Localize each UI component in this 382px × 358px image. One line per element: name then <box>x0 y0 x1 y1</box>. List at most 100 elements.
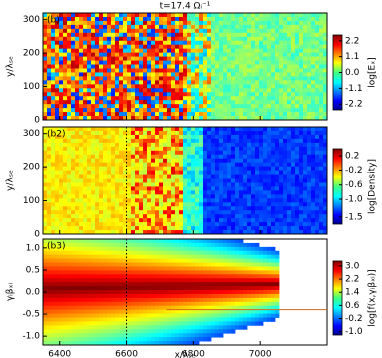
heatmap-cell <box>155 143 159 147</box>
heatmap-cell <box>187 298 191 302</box>
heatmap-cell <box>211 84 215 88</box>
heatmap-cell <box>135 306 139 310</box>
heatmap-cell <box>127 13 131 17</box>
heatmap-cell <box>43 65 47 69</box>
heatmap-cell <box>147 251 151 255</box>
heatmap-cell <box>275 210 279 214</box>
heatmap-cell <box>187 310 191 314</box>
heatmap-cell <box>43 270 47 274</box>
heatmap-cell <box>87 290 91 294</box>
heatmap-cell <box>155 210 159 214</box>
heatmap-cell <box>107 179 111 183</box>
heatmap-cell <box>319 214 323 218</box>
heatmap-cell <box>223 151 227 155</box>
heatmap-cell <box>251 194 255 198</box>
heatmap-cell <box>119 251 123 255</box>
heatmap-cell <box>183 135 187 139</box>
heatmap-cell <box>247 72 251 76</box>
heatmap-cell <box>291 49 295 53</box>
heatmap-cell <box>259 25 263 29</box>
heatmap-cell <box>127 45 131 49</box>
heatmap-cell <box>175 143 179 147</box>
heatmap-cell <box>215 112 219 116</box>
heatmap-cell <box>187 325 191 329</box>
heatmap-cell <box>295 33 299 37</box>
heatmap-cell <box>151 108 155 112</box>
heatmap-cell <box>139 294 143 298</box>
heatmap-cell <box>271 202 275 206</box>
heatmap-cell <box>211 100 215 104</box>
heatmap-cell <box>251 49 255 53</box>
heatmap-cell <box>179 282 183 286</box>
heatmap-cell <box>139 100 143 104</box>
heatmap-cell <box>255 53 259 57</box>
heatmap-cell <box>123 88 127 92</box>
heatmap-cell <box>103 329 107 333</box>
heatmap-cell <box>167 337 171 341</box>
heatmap-cell <box>167 104 171 108</box>
heatmap-cell <box>59 321 63 325</box>
heatmap-cell <box>227 159 231 163</box>
heatmap-cell <box>195 96 199 100</box>
heatmap-cell <box>199 282 203 286</box>
heatmap-cell <box>255 210 259 214</box>
heatmap-cell <box>135 84 139 88</box>
heatmap-cell <box>259 155 263 159</box>
heatmap-cell <box>311 218 315 222</box>
heatmap-cell <box>215 135 219 139</box>
heatmap-cell <box>195 251 199 255</box>
heatmap-cell <box>151 182 155 186</box>
heatmap-cell <box>167 108 171 112</box>
heatmap-cell <box>247 194 251 198</box>
heatmap-cell <box>239 131 243 135</box>
heatmap-cell <box>259 37 263 41</box>
heatmap-cell <box>55 171 59 175</box>
heatmap-cell <box>235 17 239 21</box>
heatmap-cell <box>291 222 295 226</box>
heatmap-cell <box>75 210 79 214</box>
heatmap-cell <box>59 282 63 286</box>
heatmap-cell <box>99 310 103 314</box>
heatmap-cell <box>267 53 271 57</box>
heatmap-cell <box>55 270 59 274</box>
heatmap-cell <box>111 222 115 226</box>
heatmap-cell <box>51 139 55 143</box>
heatmap-cell <box>267 179 271 183</box>
heatmap-cell <box>179 274 183 278</box>
heatmap-cell <box>187 17 191 21</box>
heatmap-cell <box>175 198 179 202</box>
heatmap-cell <box>71 210 75 214</box>
heatmap-cell <box>115 333 119 337</box>
heatmap-cell <box>127 329 131 333</box>
heatmap-cell <box>179 80 183 84</box>
heatmap-cell <box>103 61 107 65</box>
heatmap-cell <box>195 206 199 210</box>
heatmap-cell <box>55 100 59 104</box>
heatmap-cell <box>159 29 163 33</box>
heatmap-cell <box>307 194 311 198</box>
heatmap-cell <box>131 76 135 80</box>
heatmap-cell <box>251 198 255 202</box>
heatmap-cell <box>59 163 63 167</box>
heatmap-cell <box>67 135 71 139</box>
heatmap-cell <box>287 198 291 202</box>
heatmap-cell <box>131 239 135 243</box>
heatmap-cell <box>219 72 223 76</box>
heatmap-cell <box>171 131 175 135</box>
heatmap-cell <box>103 13 107 17</box>
heatmap-cell <box>307 222 311 226</box>
heatmap-cell <box>159 57 163 61</box>
heatmap-cell <box>283 186 287 190</box>
heatmap-cell <box>311 84 315 88</box>
heatmap-cell <box>163 163 167 167</box>
heatmap-cell <box>75 45 79 49</box>
heatmap-cell <box>131 259 135 263</box>
heatmap-cell <box>127 53 131 57</box>
heatmap-cell <box>87 13 91 17</box>
heatmap-cell <box>203 337 207 341</box>
heatmap-cell <box>235 49 239 53</box>
heatmap-cell <box>111 159 115 163</box>
heatmap-cell <box>151 243 155 247</box>
heatmap-cell <box>319 17 323 21</box>
heatmap-cell <box>319 155 323 159</box>
